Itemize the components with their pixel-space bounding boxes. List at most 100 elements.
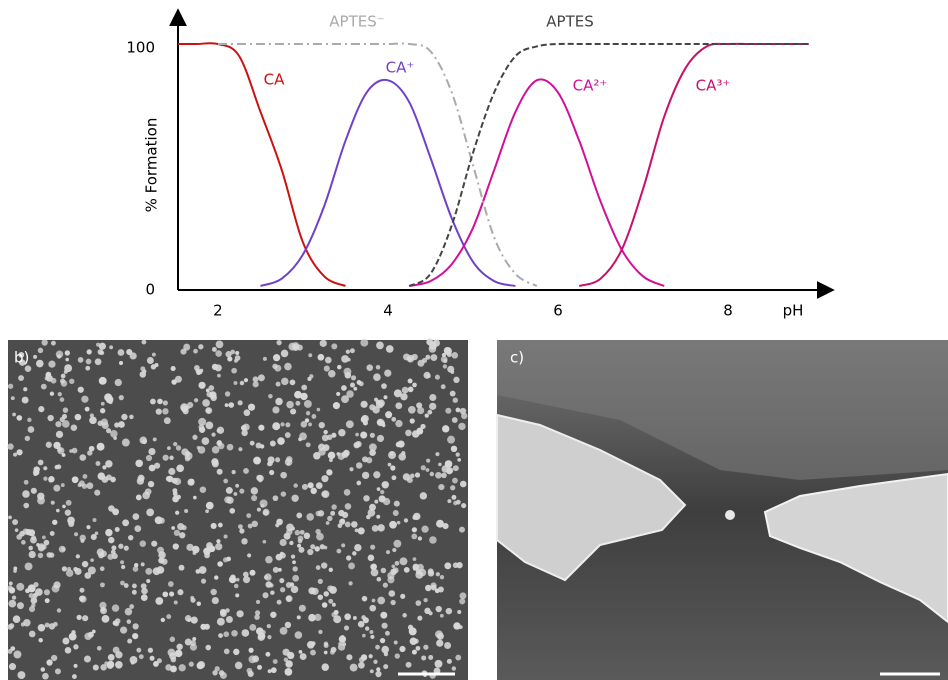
particle — [357, 620, 365, 628]
particle — [10, 396, 15, 401]
particle — [274, 364, 282, 372]
particle — [357, 527, 365, 535]
particle — [298, 546, 305, 553]
particle — [455, 452, 460, 457]
particle — [348, 562, 355, 570]
particle — [223, 478, 229, 484]
particle — [130, 660, 135, 665]
particle — [94, 531, 99, 536]
particle — [402, 473, 411, 481]
particle — [272, 354, 281, 362]
particle — [442, 425, 450, 433]
particle — [95, 461, 101, 466]
particle — [317, 594, 324, 600]
particle — [393, 389, 402, 398]
particle — [427, 568, 434, 575]
particle — [146, 508, 155, 517]
particle — [205, 407, 212, 414]
particle — [215, 350, 222, 357]
particle — [439, 574, 445, 580]
particle — [296, 512, 303, 519]
particle — [38, 406, 45, 413]
particle — [235, 350, 240, 356]
particle — [71, 674, 77, 680]
particle — [270, 611, 277, 618]
particle — [339, 518, 346, 525]
particle — [407, 386, 414, 393]
particle — [238, 447, 243, 452]
particle — [389, 520, 397, 529]
particle — [22, 490, 30, 498]
particle — [193, 348, 198, 354]
particle — [43, 589, 51, 596]
particle — [149, 655, 155, 661]
particle — [405, 429, 412, 437]
particle — [17, 671, 26, 680]
particle — [405, 661, 412, 668]
particle — [198, 566, 207, 574]
particle — [117, 349, 125, 356]
particle — [162, 591, 169, 598]
particle — [99, 601, 107, 609]
particle — [215, 543, 223, 551]
particle — [205, 501, 214, 510]
particle — [380, 611, 388, 619]
particle — [379, 637, 386, 644]
particle — [94, 489, 101, 496]
particle — [401, 450, 406, 456]
particle — [327, 515, 333, 522]
particle — [114, 526, 120, 532]
particle — [226, 443, 234, 451]
particle — [327, 585, 334, 592]
particle — [148, 464, 156, 472]
particle — [218, 633, 223, 638]
particle — [344, 521, 351, 528]
particle — [395, 419, 403, 428]
x-axis-label: pH — [783, 302, 804, 320]
particle — [393, 640, 398, 645]
particle — [44, 622, 50, 628]
particle — [381, 423, 386, 428]
particle — [74, 532, 79, 537]
particle — [451, 666, 457, 671]
particle — [409, 473, 415, 479]
particle — [361, 471, 370, 480]
particle — [170, 366, 176, 372]
particle — [241, 538, 248, 545]
particle — [325, 521, 330, 525]
particle — [217, 373, 221, 378]
particle — [100, 582, 105, 588]
particle — [118, 394, 124, 401]
particle — [37, 623, 46, 632]
particle — [412, 557, 417, 562]
particle — [105, 528, 113, 537]
particle — [218, 442, 225, 450]
particle — [269, 583, 274, 588]
particle — [317, 578, 323, 584]
particle — [84, 572, 92, 579]
particle — [361, 414, 369, 423]
particle — [367, 508, 376, 517]
particle — [41, 339, 48, 346]
particle — [291, 526, 295, 531]
particle — [154, 462, 161, 469]
particle — [96, 645, 102, 651]
particle — [239, 488, 245, 494]
particle — [10, 646, 16, 651]
particle — [178, 664, 186, 672]
particle — [224, 391, 231, 397]
particle — [387, 462, 392, 467]
particle — [90, 558, 94, 562]
particle — [98, 552, 105, 559]
particle — [390, 599, 396, 606]
particle — [198, 344, 204, 350]
particle — [111, 545, 117, 551]
particle — [375, 644, 380, 650]
particle — [361, 615, 366, 620]
particle — [416, 427, 424, 435]
particle — [87, 631, 94, 638]
particle — [392, 510, 399, 517]
particle — [369, 443, 377, 452]
particle — [436, 639, 444, 647]
particle — [170, 656, 177, 663]
